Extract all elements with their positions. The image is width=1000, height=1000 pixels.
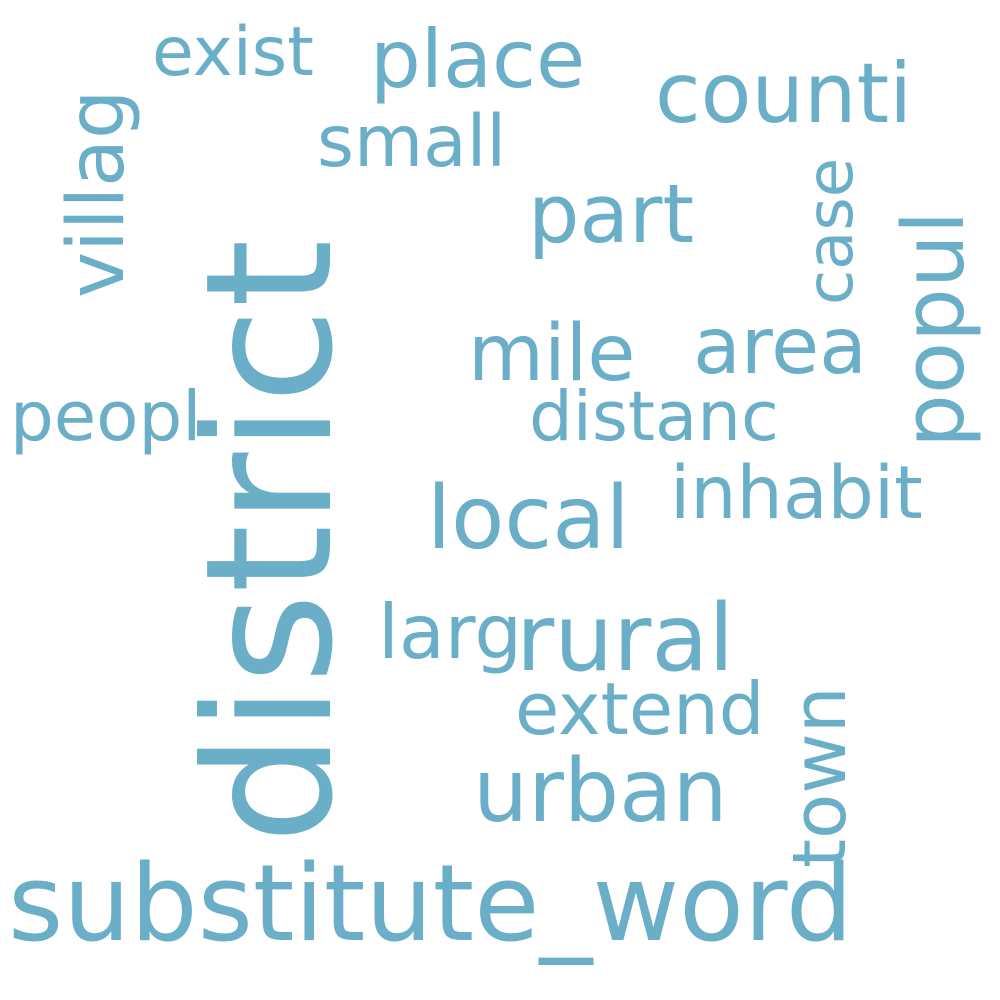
word-villag: villag [52, 89, 142, 298]
word-inhabit: inhabit [670, 451, 923, 536]
word-small: small [317, 100, 507, 183]
word-counti: counti [655, 45, 913, 142]
word-extend: extend [515, 667, 765, 751]
word-urban: urban [473, 740, 728, 842]
word-part: part [528, 168, 695, 262]
word-substitute-word: substitute_word [8, 842, 853, 965]
word-area: area [693, 302, 867, 392]
word-town: town [777, 686, 863, 868]
word-local: local [427, 467, 630, 569]
word-rural: rural [516, 584, 735, 692]
word-mile: mile [468, 309, 636, 399]
word-place: place [370, 13, 586, 106]
word-case: case [794, 157, 868, 305]
word-popul: popul [885, 210, 984, 448]
word-district: district [169, 239, 372, 844]
word-distanc: distanc [529, 377, 779, 457]
word-larg: larg [378, 588, 522, 676]
word-peopl: peopl [10, 377, 202, 457]
word-exist: exist [152, 13, 314, 92]
